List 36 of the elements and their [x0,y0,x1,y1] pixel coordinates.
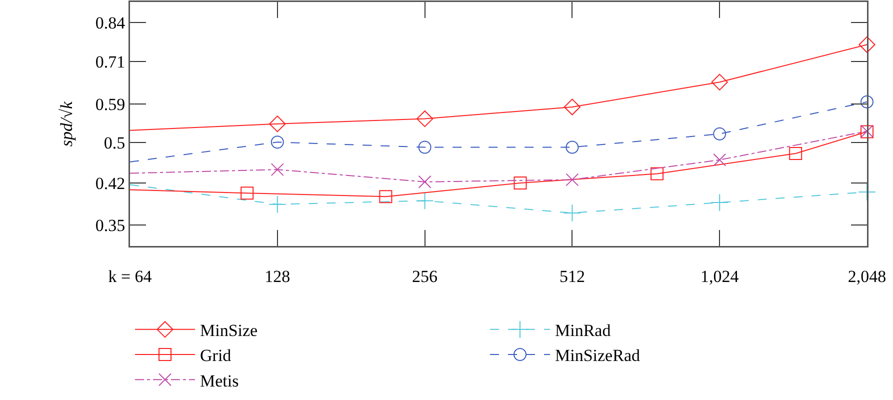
y-tick-label: 0.84 [95,13,126,32]
point [563,204,582,222]
x-tick-label: 1,024 [700,266,740,286]
legend-label: MinRad [555,321,612,340]
y-tick-label: 0.71 [95,52,126,72]
point [564,98,580,116]
point [858,36,876,53]
point [710,194,728,212]
y-tick-label: 0.42 [95,174,126,193]
x-tick-label: 128 [264,266,290,286]
y-tick-label: 0.59 [95,95,126,114]
point [566,140,579,154]
y-tick-label: 0.5 [104,134,126,153]
point [416,110,434,128]
point [268,195,286,214]
point [270,136,284,149]
point [711,74,728,90]
legend-label: MinSize [200,321,258,340]
point [860,95,874,108]
legend-label: Metis [200,371,239,390]
point [713,153,726,166]
x-tick-label: 256 [412,266,438,286]
y-tick-label: 0.35 [95,216,126,236]
y-axis-title: spd/√k [57,100,76,147]
point [416,192,434,210]
point [270,163,284,176]
point [713,127,726,140]
x-tick-label: 2,048 [848,266,886,286]
point [566,173,579,186]
point [269,116,286,132]
legend-label: MinSizeRad [555,346,640,366]
point [418,140,432,154]
legend-label: Grid [200,346,232,366]
point [418,175,432,188]
x-tick-label: k = 64 [108,266,152,286]
x-tick-label: 512 [559,266,585,286]
